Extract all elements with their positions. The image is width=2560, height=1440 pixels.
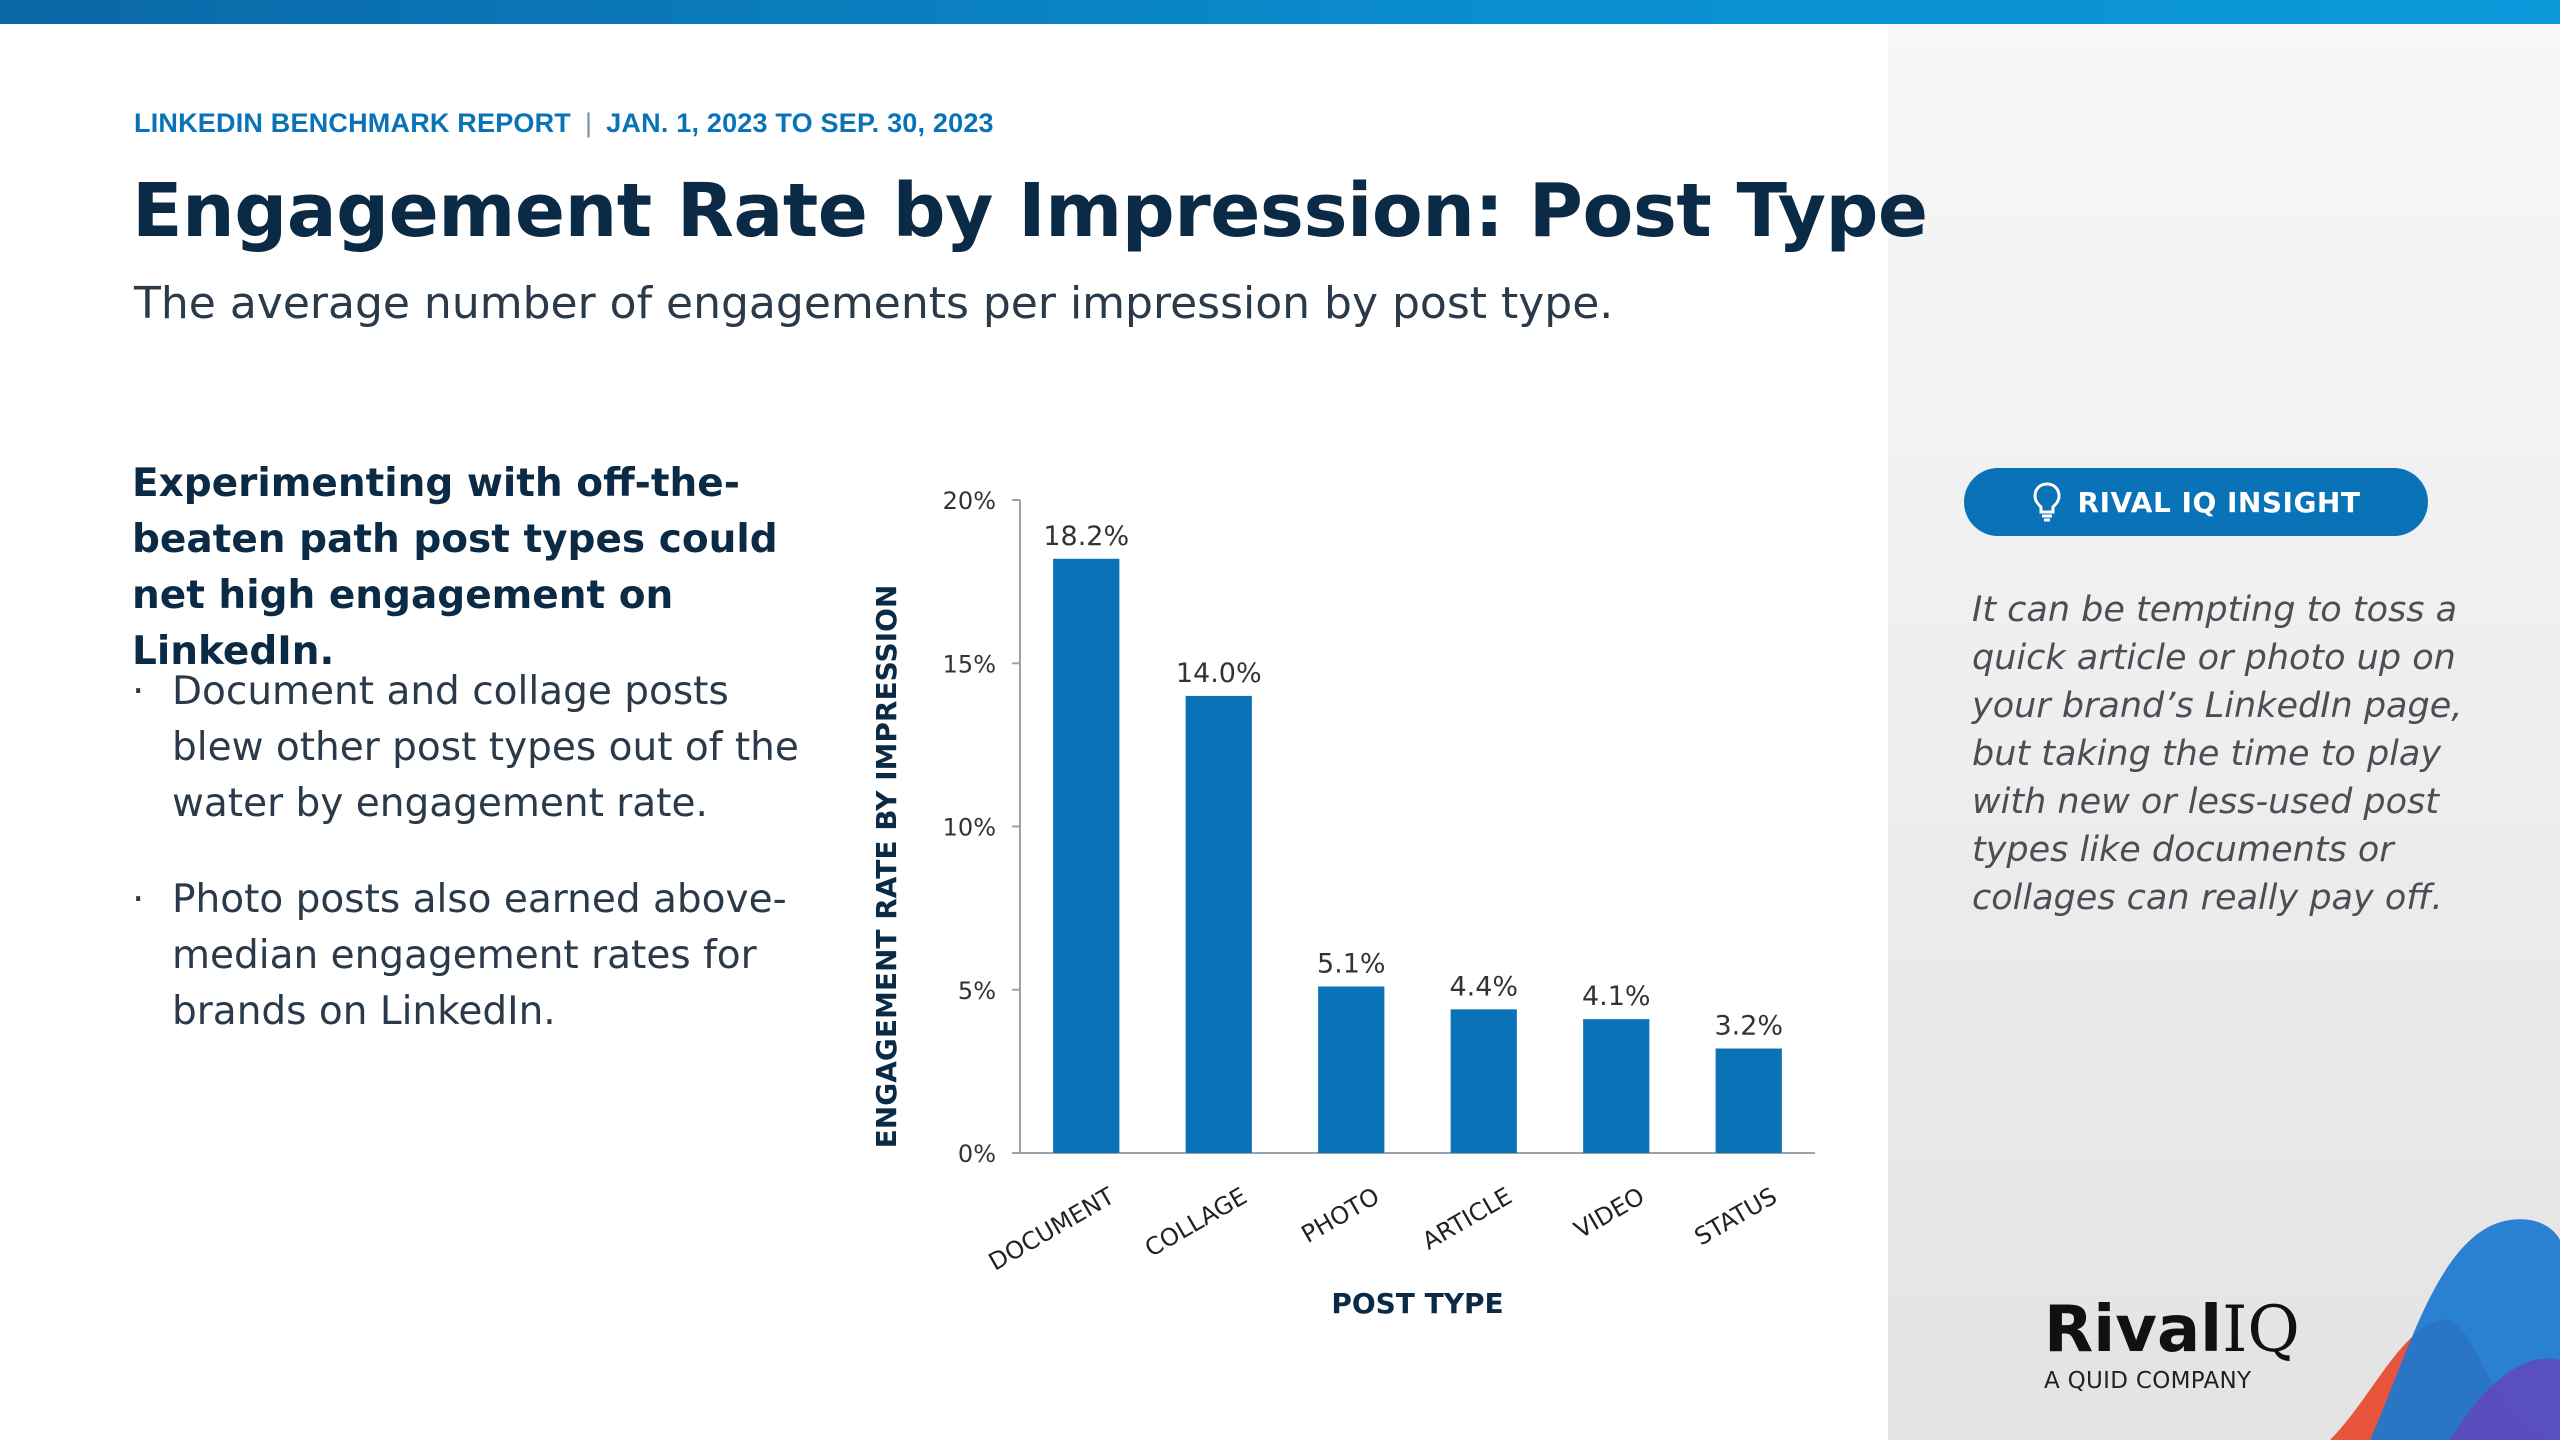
bar-value-label: 4.4% xyxy=(1449,971,1518,1002)
bar-value-label: 5.1% xyxy=(1317,948,1386,979)
bar-status xyxy=(1715,1048,1782,1153)
logo-tagline: A QUID COMPANY xyxy=(2044,1368,2252,1394)
report-eyebrow: LINKEDIN BENCHMARK REPORT | JAN. 1, 2023 T… xyxy=(134,108,994,139)
y-tick-label: 0% xyxy=(958,1140,996,1168)
report-name: LINKEDIN BENCHMARK REPORT xyxy=(134,108,571,138)
y-axis-title: ENGAGEMENT RATE BY IMPRESSION xyxy=(870,585,903,1149)
page-subtitle: The average number of engagements per im… xyxy=(134,278,1614,329)
x-tick-label: ARTICLE xyxy=(1418,1182,1517,1255)
bar-collage xyxy=(1185,695,1252,1153)
x-tick-label: DOCUMENT xyxy=(984,1182,1120,1277)
y-tick-label: 15% xyxy=(943,650,996,678)
bar-value-label: 4.1% xyxy=(1582,981,1651,1012)
top-accent-bar xyxy=(0,0,2560,24)
bar-value-label: 14.0% xyxy=(1176,658,1262,689)
x-axis-title: POST TYPE xyxy=(1331,1287,1503,1320)
bullet-item: · Photo posts also earned above-median e… xyxy=(132,872,832,1040)
bullet-text: Photo posts also earned above-median eng… xyxy=(172,877,787,1034)
page-title: Engagement Rate by Impression: Post Type xyxy=(132,168,1928,254)
eyebrow-separator: | xyxy=(585,108,593,138)
report-date-range: JAN. 1, 2023 TO SEP. 30, 2023 xyxy=(606,108,994,138)
logo-name-light: IQ xyxy=(2222,1293,2300,1367)
insight-badge: RIVAL IQ INSIGHT xyxy=(1964,468,2428,536)
lead-statement: Experimenting with off-the-beaten path p… xyxy=(132,461,778,674)
bar-photo xyxy=(1318,986,1385,1153)
insight-text: It can be tempting to toss a quick artic… xyxy=(1972,590,2463,918)
bullet-symbol: · xyxy=(132,877,145,922)
x-tick-label: COLLAGE xyxy=(1140,1182,1252,1263)
bullet-text: Document and collage posts blew other po… xyxy=(172,669,799,826)
y-tick-label: 5% xyxy=(958,977,996,1005)
logo-name-bold: Rival xyxy=(2044,1293,2223,1367)
insight-label: RIVAL IQ INSIGHT xyxy=(2077,485,2361,519)
bar-value-label: 3.2% xyxy=(1714,1011,1783,1042)
x-tick-label: PHOTO xyxy=(1297,1182,1385,1249)
x-tick-label: STATUS xyxy=(1690,1182,1782,1251)
y-tick-label: 10% xyxy=(943,814,996,842)
bullet-item: · Document and collage posts blew other … xyxy=(132,664,832,832)
bullet-symbol: · xyxy=(132,669,145,714)
x-tick-label: VIDEO xyxy=(1569,1182,1649,1244)
bullet-list: · Document and collage posts blew other … xyxy=(132,664,832,1080)
bar-document xyxy=(1053,558,1120,1153)
bar-chart: 0% 5% 10% 15% 20% 18.2% DOCUMENT 14.0% COLLAGE 5.… xyxy=(870,487,1815,1320)
insight-panel xyxy=(1888,24,2560,1440)
bar-article xyxy=(1450,1009,1517,1153)
lightbulb-icon xyxy=(2033,482,2061,522)
bar-video xyxy=(1583,1019,1650,1153)
decorative-swoosh xyxy=(2330,1219,2560,1440)
bar-value-label: 18.2% xyxy=(1043,521,1129,552)
y-tick-label: 20% xyxy=(943,487,996,515)
rival-iq-logo: RivalIQ A QUID COMPANY xyxy=(2044,1298,2300,1394)
